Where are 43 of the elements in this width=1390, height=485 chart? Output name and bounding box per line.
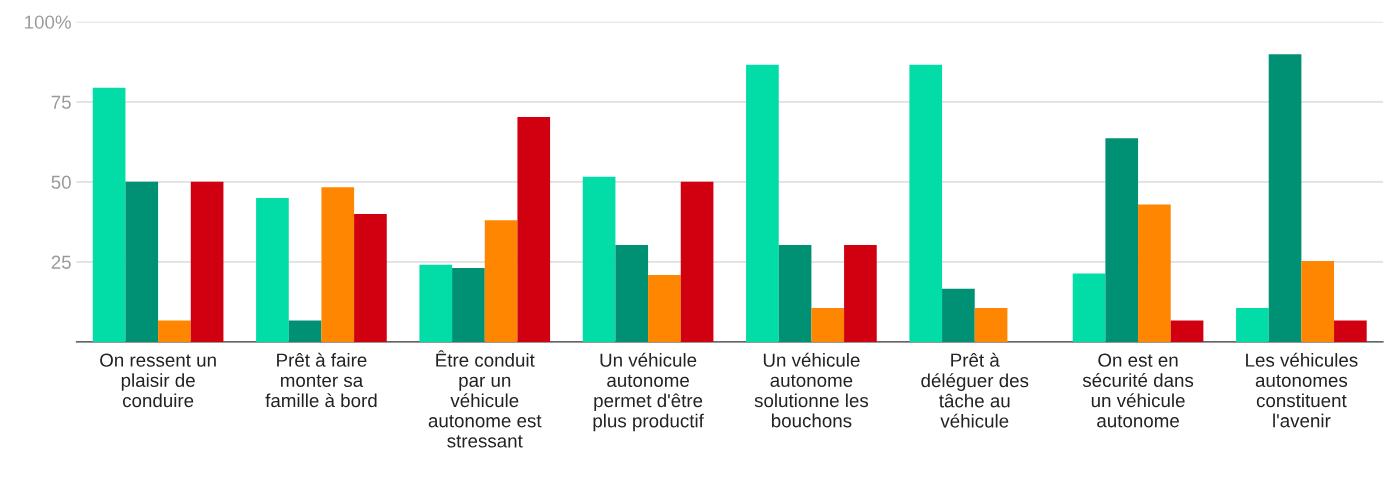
bar — [354, 213, 387, 342]
y-tick-label: 100% — [25, 15, 71, 29]
bar — [844, 244, 877, 342]
bar — [778, 244, 812, 342]
bar — [615, 244, 649, 342]
bar — [158, 320, 191, 342]
bar — [909, 64, 943, 342]
x-tick-label: Les véhicules autonomes constituent l'avenir — [1246, 352, 1358, 428]
bar — [582, 176, 616, 342]
bar — [419, 264, 453, 342]
bar — [256, 197, 289, 342]
bar — [1105, 138, 1139, 342]
bar — [190, 181, 224, 342]
bar — [942, 288, 975, 342]
bar — [1268, 54, 1302, 342]
bar — [1236, 307, 1269, 342]
bar — [680, 181, 714, 342]
x-tick-label: Prêt à faire monter sa famille à bord — [265, 352, 377, 408]
bar — [321, 187, 355, 342]
bar — [746, 64, 779, 342]
y-tick-label: 50 — [51, 175, 71, 189]
y-tick-label: 25 — [51, 255, 71, 269]
x-tick-label: Prêt à déléguer des tâche au véhicule — [921, 352, 1029, 428]
x-tick-label: Être conduit par un véhicule autonome est stressant — [428, 350, 542, 448]
x-tick-label: Un véhicule autonome permet d'être plus productif — [593, 352, 704, 432]
bar — [1072, 273, 1106, 342]
bar — [484, 220, 518, 342]
bar — [288, 320, 322, 342]
bar — [1138, 204, 1171, 342]
bar — [811, 307, 845, 342]
x-tick-label: On ressent un plaisir de conduire — [100, 353, 216, 408]
bar — [517, 116, 551, 342]
bar — [125, 181, 159, 342]
bar — [92, 87, 126, 342]
bar — [648, 275, 681, 342]
x-tick-label: On est en sécurité dans un véhicule autonome — [1082, 353, 1194, 428]
bar — [1301, 260, 1335, 342]
bar — [1170, 320, 1204, 342]
bar — [974, 307, 1008, 342]
x-tick-label: Un véhicule autonome solutionne les bouchons — [754, 352, 869, 428]
bar — [452, 267, 485, 342]
y-tick-label: 75 — [51, 95, 71, 109]
bar — [1334, 320, 1367, 342]
